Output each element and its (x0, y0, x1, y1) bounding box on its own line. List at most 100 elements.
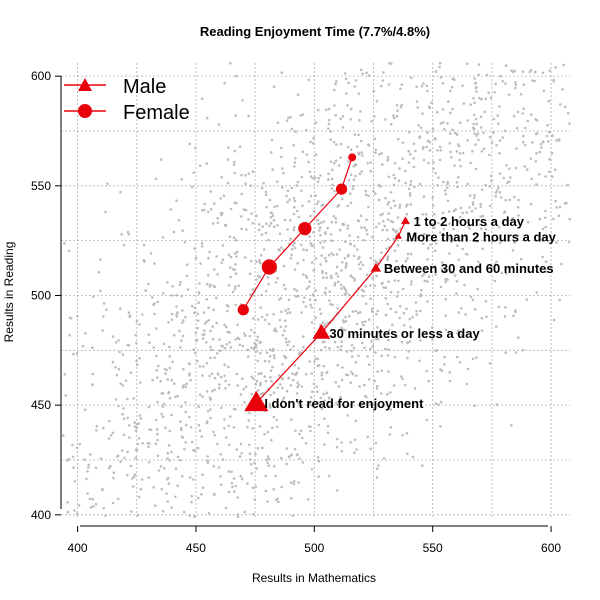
background-point (358, 172, 362, 176)
background-point (71, 443, 74, 447)
background-point (346, 204, 350, 208)
background-point (198, 429, 202, 433)
background-point (154, 418, 158, 422)
female-marker (348, 153, 357, 162)
background-point (351, 187, 355, 191)
background-point (159, 465, 163, 468)
background-point (367, 194, 370, 198)
background-point (94, 502, 98, 506)
background-point (523, 165, 527, 168)
background-point (313, 360, 316, 363)
background-point (302, 300, 305, 304)
background-point (444, 277, 448, 281)
background-point (505, 272, 508, 275)
background-point (381, 228, 385, 232)
background-point (162, 292, 165, 295)
background-point (533, 79, 536, 83)
background-point (86, 470, 89, 473)
background-point (285, 119, 289, 123)
background-point (220, 406, 223, 410)
background-point (423, 279, 427, 283)
background-point (182, 383, 186, 387)
background-point (335, 402, 339, 406)
background-point (501, 136, 505, 139)
background-point (426, 300, 429, 303)
background-point (444, 328, 448, 332)
background-point (375, 274, 378, 278)
background-point (92, 295, 95, 298)
background-point (375, 467, 379, 471)
background-point (276, 180, 279, 183)
background-point (362, 290, 366, 293)
background-point (206, 410, 210, 413)
background-point (382, 71, 385, 74)
background-point (439, 285, 443, 289)
background-point (139, 487, 143, 491)
background-point (374, 351, 377, 354)
background-point (155, 354, 158, 358)
background-point (307, 402, 311, 405)
background-point (408, 152, 412, 156)
background-point (131, 485, 135, 488)
background-point (421, 274, 424, 278)
background-point (316, 108, 320, 112)
background-point (280, 310, 283, 314)
background-point (126, 416, 129, 420)
background-point (202, 311, 206, 314)
background-point (237, 337, 241, 341)
background-point (317, 222, 321, 226)
background-point (441, 108, 445, 111)
background-point (209, 329, 212, 333)
background-point (321, 203, 325, 207)
background-point (102, 315, 105, 318)
background-point (240, 192, 244, 196)
background-point (151, 296, 154, 299)
background-point (267, 457, 271, 461)
background-point (340, 450, 344, 453)
background-point (228, 235, 232, 238)
background-point (451, 271, 455, 274)
background-point (250, 328, 253, 332)
background-point (296, 381, 299, 385)
background-point (366, 161, 370, 165)
background-point (249, 293, 253, 296)
background-point (359, 68, 363, 72)
background-point (309, 214, 312, 218)
background-point (138, 356, 141, 360)
background-point (308, 280, 312, 284)
background-point (264, 289, 268, 293)
background-point (317, 363, 321, 367)
background-point (387, 338, 390, 342)
background-point (188, 142, 191, 146)
background-point (121, 353, 125, 356)
background-point (304, 442, 308, 445)
background-point (458, 158, 461, 162)
background-point (385, 247, 388, 250)
background-point (409, 283, 413, 286)
background-point (86, 492, 89, 495)
background-point (288, 311, 292, 314)
background-point (465, 382, 469, 386)
background-point (375, 261, 379, 264)
background-point (203, 202, 206, 206)
background-point (425, 369, 429, 373)
background-point (335, 445, 339, 449)
background-point (223, 346, 227, 350)
background-point (435, 242, 438, 245)
background-point (542, 89, 546, 93)
background-point (498, 139, 502, 142)
background-point (286, 343, 289, 347)
background-point (130, 510, 133, 513)
background-point (538, 173, 541, 176)
background-point (176, 455, 180, 459)
background-point (317, 176, 321, 180)
background-point (328, 396, 331, 400)
background-point (239, 474, 242, 478)
background-point (236, 250, 239, 254)
background-point (256, 447, 260, 450)
background-point (479, 223, 482, 226)
background-point (522, 83, 526, 86)
background-point (443, 355, 446, 359)
background-point (323, 291, 327, 295)
background-point (544, 225, 547, 229)
